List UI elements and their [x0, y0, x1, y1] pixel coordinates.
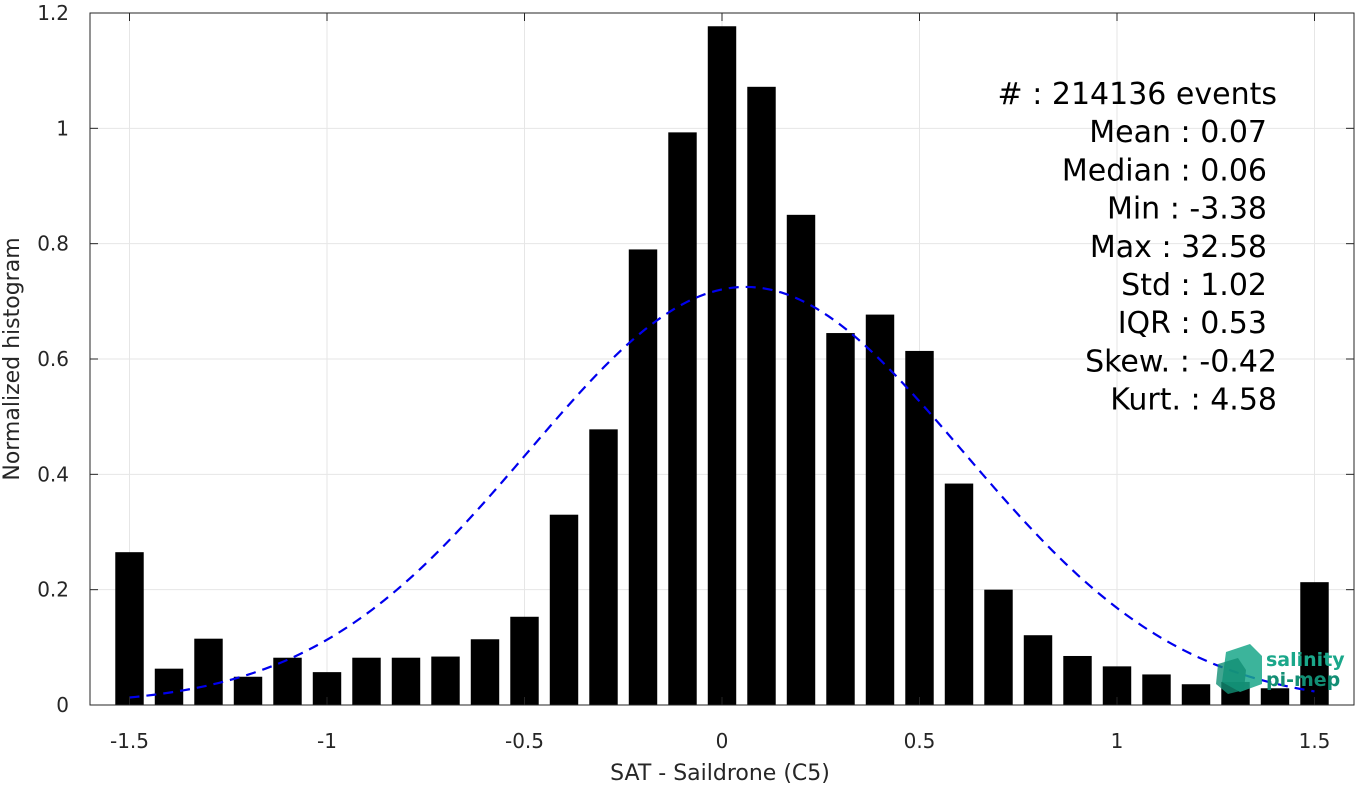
y-axis-label: Normalized histogram [0, 237, 25, 480]
y-tick-label: 0.8 [37, 232, 69, 256]
histogram-bar [944, 483, 974, 705]
histogram-bar [628, 249, 658, 705]
histogram-bar [115, 552, 144, 705]
stat-line: Std : 1.02 [1121, 268, 1267, 303]
histogram-bar [1142, 674, 1171, 705]
histogram-bar [549, 514, 579, 705]
normal-fit-curve [129, 285, 1315, 699]
histogram-bar [1063, 655, 1092, 705]
y-tick-label: 0.6 [37, 347, 69, 371]
x-tick-label: -1 [317, 729, 337, 753]
stat-line: IQR : 0.53 [1118, 306, 1267, 341]
histogram-bar [431, 656, 460, 705]
x-tick-label: 0 [716, 729, 729, 753]
histogram-bar [826, 333, 855, 705]
y-tick-label: 0.4 [37, 462, 69, 486]
stat-line: Kurt. : 4.58 [1110, 383, 1277, 418]
stat-line: Median : 0.06 [1062, 153, 1267, 188]
y-tick-label: 1.2 [37, 1, 69, 25]
x-tick-label: 0.5 [904, 729, 936, 753]
histogram-bar [233, 676, 263, 705]
histogram-bar [1181, 684, 1211, 705]
histogram-bars [115, 26, 1329, 706]
stat-line: Min : -3.38 [1107, 192, 1267, 227]
stat-line: # : 214136 events [998, 77, 1277, 112]
histogram-bar [865, 314, 895, 705]
histogram-bar [1300, 582, 1329, 705]
logo-mark-icon [1216, 644, 1262, 694]
stat-line: Skew. : -0.42 [1085, 344, 1277, 379]
x-tick-label: 1.5 [1299, 729, 1331, 753]
x-tick-label: -1.5 [110, 729, 149, 753]
histogram-bar [510, 616, 539, 705]
histogram-bar [786, 214, 816, 706]
histogram-bar [470, 639, 500, 705]
histogram-bar [668, 132, 697, 705]
histogram-bar [154, 668, 184, 705]
axis-ticks [90, 12, 1354, 706]
x-tick-label: 1 [1111, 729, 1124, 753]
stat-line: Mean : 0.07 [1089, 115, 1267, 150]
histogram-bar [194, 638, 223, 705]
x-tick-label: -0.5 [505, 729, 544, 753]
histogram-bar [747, 86, 776, 705]
y-tick-label: 1 [56, 116, 69, 140]
y-tick-label: 0.2 [37, 578, 69, 602]
x-axis-label: SAT - Saildrone (C5) [610, 761, 830, 785]
histogram-bar [352, 657, 381, 705]
y-tick-label: 0 [56, 693, 69, 717]
histogram-bar [273, 657, 302, 705]
stat-line: Max : 32.58 [1090, 230, 1267, 265]
histogram-bar [905, 350, 934, 705]
x-tick-labels: -1.5 -1 -0.5 0 0.5 1 1.5 [110, 729, 1330, 753]
histogram-bar [1260, 688, 1290, 705]
histogram-bar [707, 26, 737, 706]
histogram-bar [1023, 635, 1053, 705]
salinity-pi-mep-logo: salinity pi-mep [1216, 644, 1345, 694]
histogram-bar [391, 657, 421, 705]
histogram-bar [984, 589, 1013, 705]
logo-text-pi-mep: pi-mep [1266, 669, 1340, 691]
logo-text-salinity: salinity [1266, 649, 1345, 671]
y-tick-labels: 0 0.2 0.4 0.6 0.8 1 1.2 [37, 1, 69, 717]
histogram-bar [589, 429, 618, 705]
